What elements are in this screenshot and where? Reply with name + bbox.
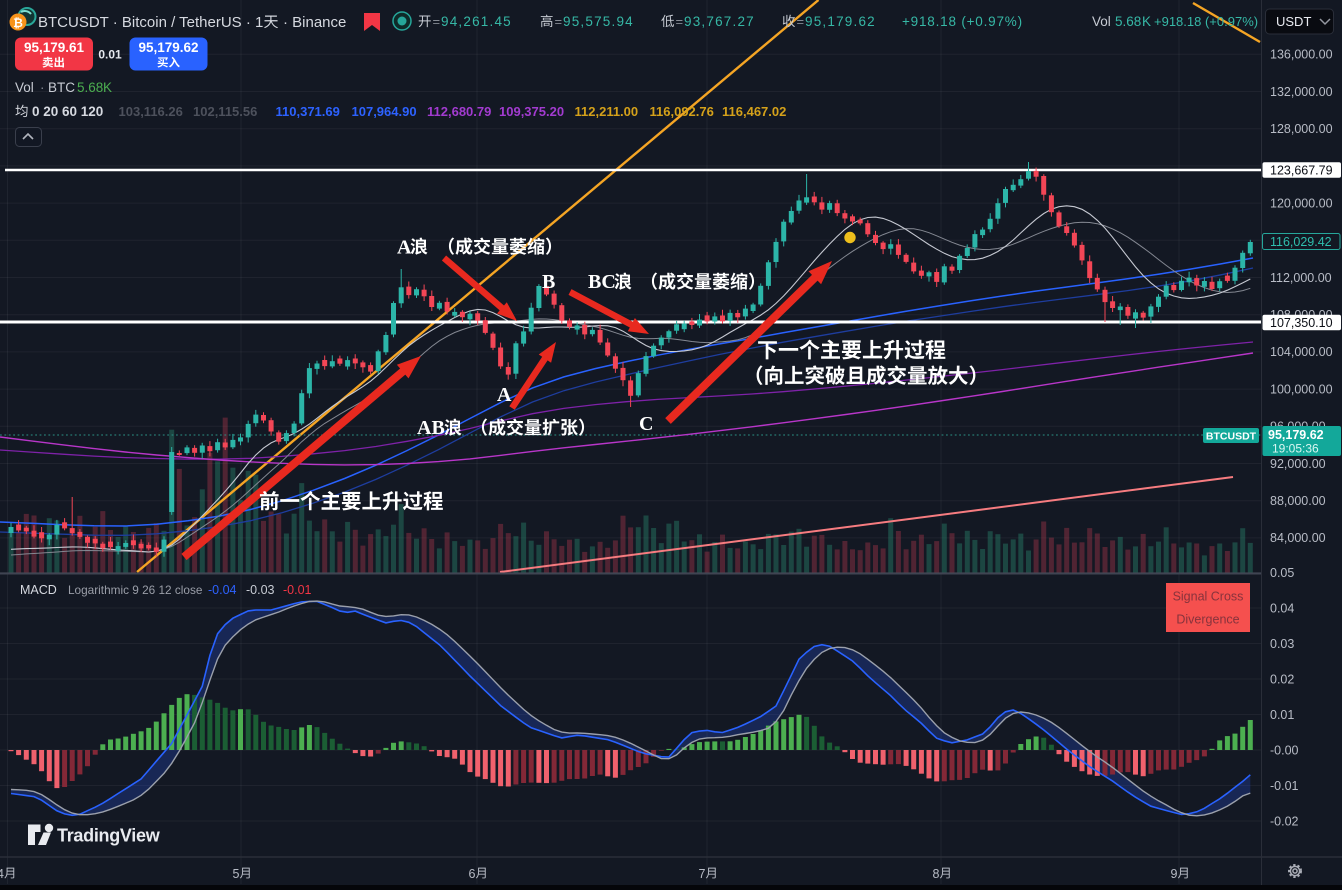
svg-text:107,350.10: 107,350.10 (1270, 316, 1333, 330)
svg-text:USDT: USDT (1276, 14, 1311, 29)
svg-text:95,575.94: 95,575.94 (563, 14, 634, 29)
svg-text:116,467.02: 116,467.02 (722, 104, 786, 119)
svg-text:Vol: Vol (1092, 14, 1111, 29)
svg-text:7: 7 (699, 867, 706, 881)
svg-text:102,115.56: 102,115.56 (193, 104, 257, 119)
svg-text:BTCUSDT: BTCUSDT (1206, 431, 1257, 443)
svg-text:0.02: 0.02 (1270, 672, 1294, 686)
svg-text:Logarithmic 9 26 12 close: Logarithmic 9 26 12 close (68, 583, 203, 597)
svg-text:-0.04: -0.04 (208, 583, 237, 597)
svg-text:123,667.79: 123,667.79 (1270, 163, 1333, 177)
svg-text:-0.03: -0.03 (246, 583, 275, 597)
svg-text:BTCUSDT · Bitcoin / TetherUS ·: BTCUSDT · Bitcoin / TetherUS · 1 (38, 14, 263, 31)
svg-text:4: 4 (0, 867, 4, 881)
svg-text:-0.02: -0.02 (1270, 814, 1299, 828)
svg-text:·: · (40, 80, 45, 95)
svg-text:95,179.62: 95,179.62 (1268, 428, 1324, 442)
svg-text:95,179.62: 95,179.62 (805, 14, 876, 29)
svg-text:107,964.90: 107,964.90 (352, 104, 417, 119)
svg-text:-0.00: -0.00 (1270, 743, 1299, 757)
svg-text:116,092.76: 116,092.76 (650, 104, 714, 119)
svg-text:6: 6 (469, 867, 476, 881)
svg-text:0.04: 0.04 (1270, 601, 1294, 615)
svg-text:94,261.45: 94,261.45 (441, 14, 512, 29)
svg-text:112,680.79: 112,680.79 (427, 104, 491, 119)
svg-text:=: = (797, 14, 805, 29)
svg-text:Divergence: Divergence (1176, 613, 1239, 627)
svg-text:19:05:36: 19:05:36 (1272, 442, 1319, 456)
svg-text:120,000.00: 120,000.00 (1270, 196, 1333, 210)
svg-text:88,000.00: 88,000.00 (1270, 494, 1326, 508)
svg-text:5.68: 5.68 (77, 80, 103, 95)
svg-text:132,000.00: 132,000.00 (1270, 85, 1333, 99)
svg-text:K: K (103, 80, 112, 95)
svg-text:=: = (433, 14, 441, 29)
svg-text:A: A (497, 384, 512, 406)
svg-text:109,375.20: 109,375.20 (499, 104, 564, 119)
svg-text:112,211.00: 112,211.00 (575, 104, 639, 119)
svg-text:95,179.61: 95,179.61 (24, 40, 85, 55)
svg-text:104,000.00: 104,000.00 (1270, 345, 1333, 359)
svg-text:+918.18 (+0.97%): +918.18 (+0.97%) (902, 14, 1023, 29)
svg-text:=: = (676, 14, 684, 29)
svg-text:K: K (1142, 14, 1151, 29)
svg-text:95,179.62: 95,179.62 (138, 40, 198, 55)
svg-text:103,116.26: 103,116.26 (119, 104, 183, 119)
svg-text:128,000.00: 128,000.00 (1270, 122, 1333, 136)
svg-text:AB: AB (417, 417, 445, 439)
svg-text:5: 5 (233, 867, 240, 881)
svg-text:9: 9 (1171, 867, 1178, 881)
svg-text:5.68: 5.68 (1115, 14, 1141, 29)
svg-text:BTC: BTC (48, 80, 75, 95)
svg-text:+918.18 (+0.97%): +918.18 (+0.97%) (1154, 14, 1258, 29)
svg-text:Vol: Vol (15, 80, 34, 95)
svg-text:8: 8 (933, 867, 940, 881)
svg-text:A: A (397, 237, 412, 259)
svg-text:=: = (555, 14, 563, 29)
svg-text:C: C (639, 413, 653, 435)
svg-text:-0.01: -0.01 (283, 583, 312, 597)
svg-text:112,000.00: 112,000.00 (1270, 271, 1332, 285)
svg-text:0 20 60 120: 0 20 60 120 (32, 104, 103, 119)
svg-text:Signal Cross: Signal Cross (1173, 590, 1244, 604)
svg-text:136,000.00: 136,000.00 (1270, 48, 1333, 62)
svg-text:0.01: 0.01 (98, 48, 122, 62)
svg-text:BC: BC (588, 271, 616, 293)
svg-text:100,000.00: 100,000.00 (1270, 382, 1333, 396)
svg-text:0.05: 0.05 (1270, 566, 1294, 580)
svg-text:B: B (542, 271, 555, 293)
svg-text:· Binance: · Binance (283, 14, 346, 31)
svg-text:₿: ₿ (13, 16, 23, 30)
svg-text:TradingView: TradingView (57, 826, 161, 846)
svg-text:0.01: 0.01 (1270, 708, 1294, 722)
svg-text:-0.01: -0.01 (1270, 779, 1299, 793)
svg-text:0.03: 0.03 (1270, 637, 1294, 651)
svg-text:84,000.00: 84,000.00 (1270, 531, 1326, 545)
svg-text:93,767.27: 93,767.27 (684, 14, 755, 29)
svg-text:110,371.69: 110,371.69 (276, 104, 340, 119)
svg-text:116,029.42: 116,029.42 (1270, 235, 1332, 249)
svg-text:92,000.00: 92,000.00 (1270, 457, 1326, 471)
svg-text:MACD: MACD (20, 583, 57, 597)
